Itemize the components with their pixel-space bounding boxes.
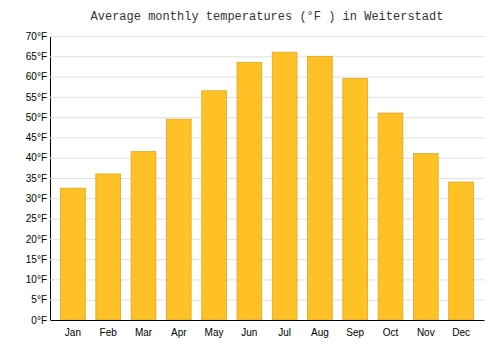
x-tick-label: May [205, 327, 224, 338]
x-tick: May [205, 327, 224, 338]
chart-container: 0°F 5°F 10°F 15°F 20°F 25°F 30°F 35°F 40°F 45°F 50… [0, 0, 500, 350]
x-tick-label: Aug [311, 327, 329, 338]
x-tick: Apr [171, 327, 187, 338]
bar [61, 188, 86, 320]
y-tick-label: 5°F [31, 294, 47, 305]
y-tick-label: 15°F [26, 254, 47, 265]
bar [449, 182, 474, 320]
bar [96, 174, 121, 320]
grid-line [50, 56, 484, 57]
bar [272, 52, 297, 320]
x-tick: Sep [346, 327, 364, 338]
x-tick: Jan [65, 327, 81, 338]
bar [413, 154, 438, 320]
x-tick: Aug [311, 327, 329, 338]
y-tick-label: 55°F [26, 92, 47, 103]
plot: 0°F 5°F 10°F 15°F 20°F 25°F 30°F 35°F 40°F 45°F 50… [26, 31, 485, 338]
y-tick-label: 30°F [26, 193, 47, 204]
x-tick-label: Jun [241, 327, 257, 338]
bar [308, 56, 333, 320]
bar [237, 62, 262, 320]
y-tick-label: 10°F [26, 274, 47, 285]
x-tick: Jun [241, 327, 257, 338]
y-tick-label: 35°F [26, 173, 47, 184]
grid-line [50, 77, 484, 78]
x-tick-label: Nov [417, 327, 435, 338]
x-tick: Oct [383, 327, 399, 338]
bar [202, 91, 227, 320]
x-tick-label: Sep [346, 327, 364, 338]
bar [378, 113, 403, 320]
grid-line [50, 97, 484, 98]
chart-svg: 0°F 5°F 10°F 15°F 20°F 25°F 30°F 35°F 40°F 45°F 50… [0, 0, 500, 350]
bar [131, 152, 156, 320]
x-tick-label: Feb [100, 327, 118, 338]
x-tick: Nov [417, 327, 435, 338]
x-axis: Jan Feb Mar Apr May Jun Jul Aug Sep Oct Nov Dec [51, 321, 485, 339]
y-tick-label: 50°F [26, 112, 47, 123]
x-tick-label: Apr [171, 327, 187, 338]
grid-line [50, 36, 484, 37]
axis-line [51, 320, 485, 321]
y-tick-label: 20°F [26, 234, 47, 245]
x-tick: Feb [100, 327, 118, 338]
y-tick-label: 70°F [26, 31, 47, 42]
grid-line [50, 137, 484, 138]
axis-line [51, 37, 485, 321]
x-tick: Mar [135, 327, 153, 338]
x-tick: Jul [278, 327, 291, 338]
y-tick-label: 45°F [26, 132, 47, 143]
bar [166, 119, 191, 320]
bars [61, 52, 474, 320]
y-tick-label: 65°F [26, 51, 47, 62]
grid-line [50, 117, 484, 118]
x-tick-label: Mar [135, 327, 153, 338]
x-tick-label: Dec [452, 327, 470, 338]
y-tick-label: 40°F [26, 152, 47, 163]
grid-line [50, 320, 484, 321]
y-tick-label: 60°F [26, 71, 47, 82]
x-tick-label: Jul [278, 327, 291, 338]
y-tick-label: 25°F [26, 213, 47, 224]
title: Average monthly temperatures (°F ) in We… [91, 10, 444, 24]
y-tick: 65°F [26, 51, 484, 62]
y-tick-label: 0°F [31, 315, 47, 326]
x-tick: Dec [452, 327, 470, 338]
y-tick: 70°F [26, 31, 484, 42]
x-tick-label: Jan [65, 327, 81, 338]
x-tick-label: Oct [383, 327, 399, 338]
bar [343, 79, 368, 320]
y-axis: 0°F 5°F 10°F 15°F 20°F 25°F 30°F 35°F 40°F 45°F 50… [26, 31, 484, 326]
